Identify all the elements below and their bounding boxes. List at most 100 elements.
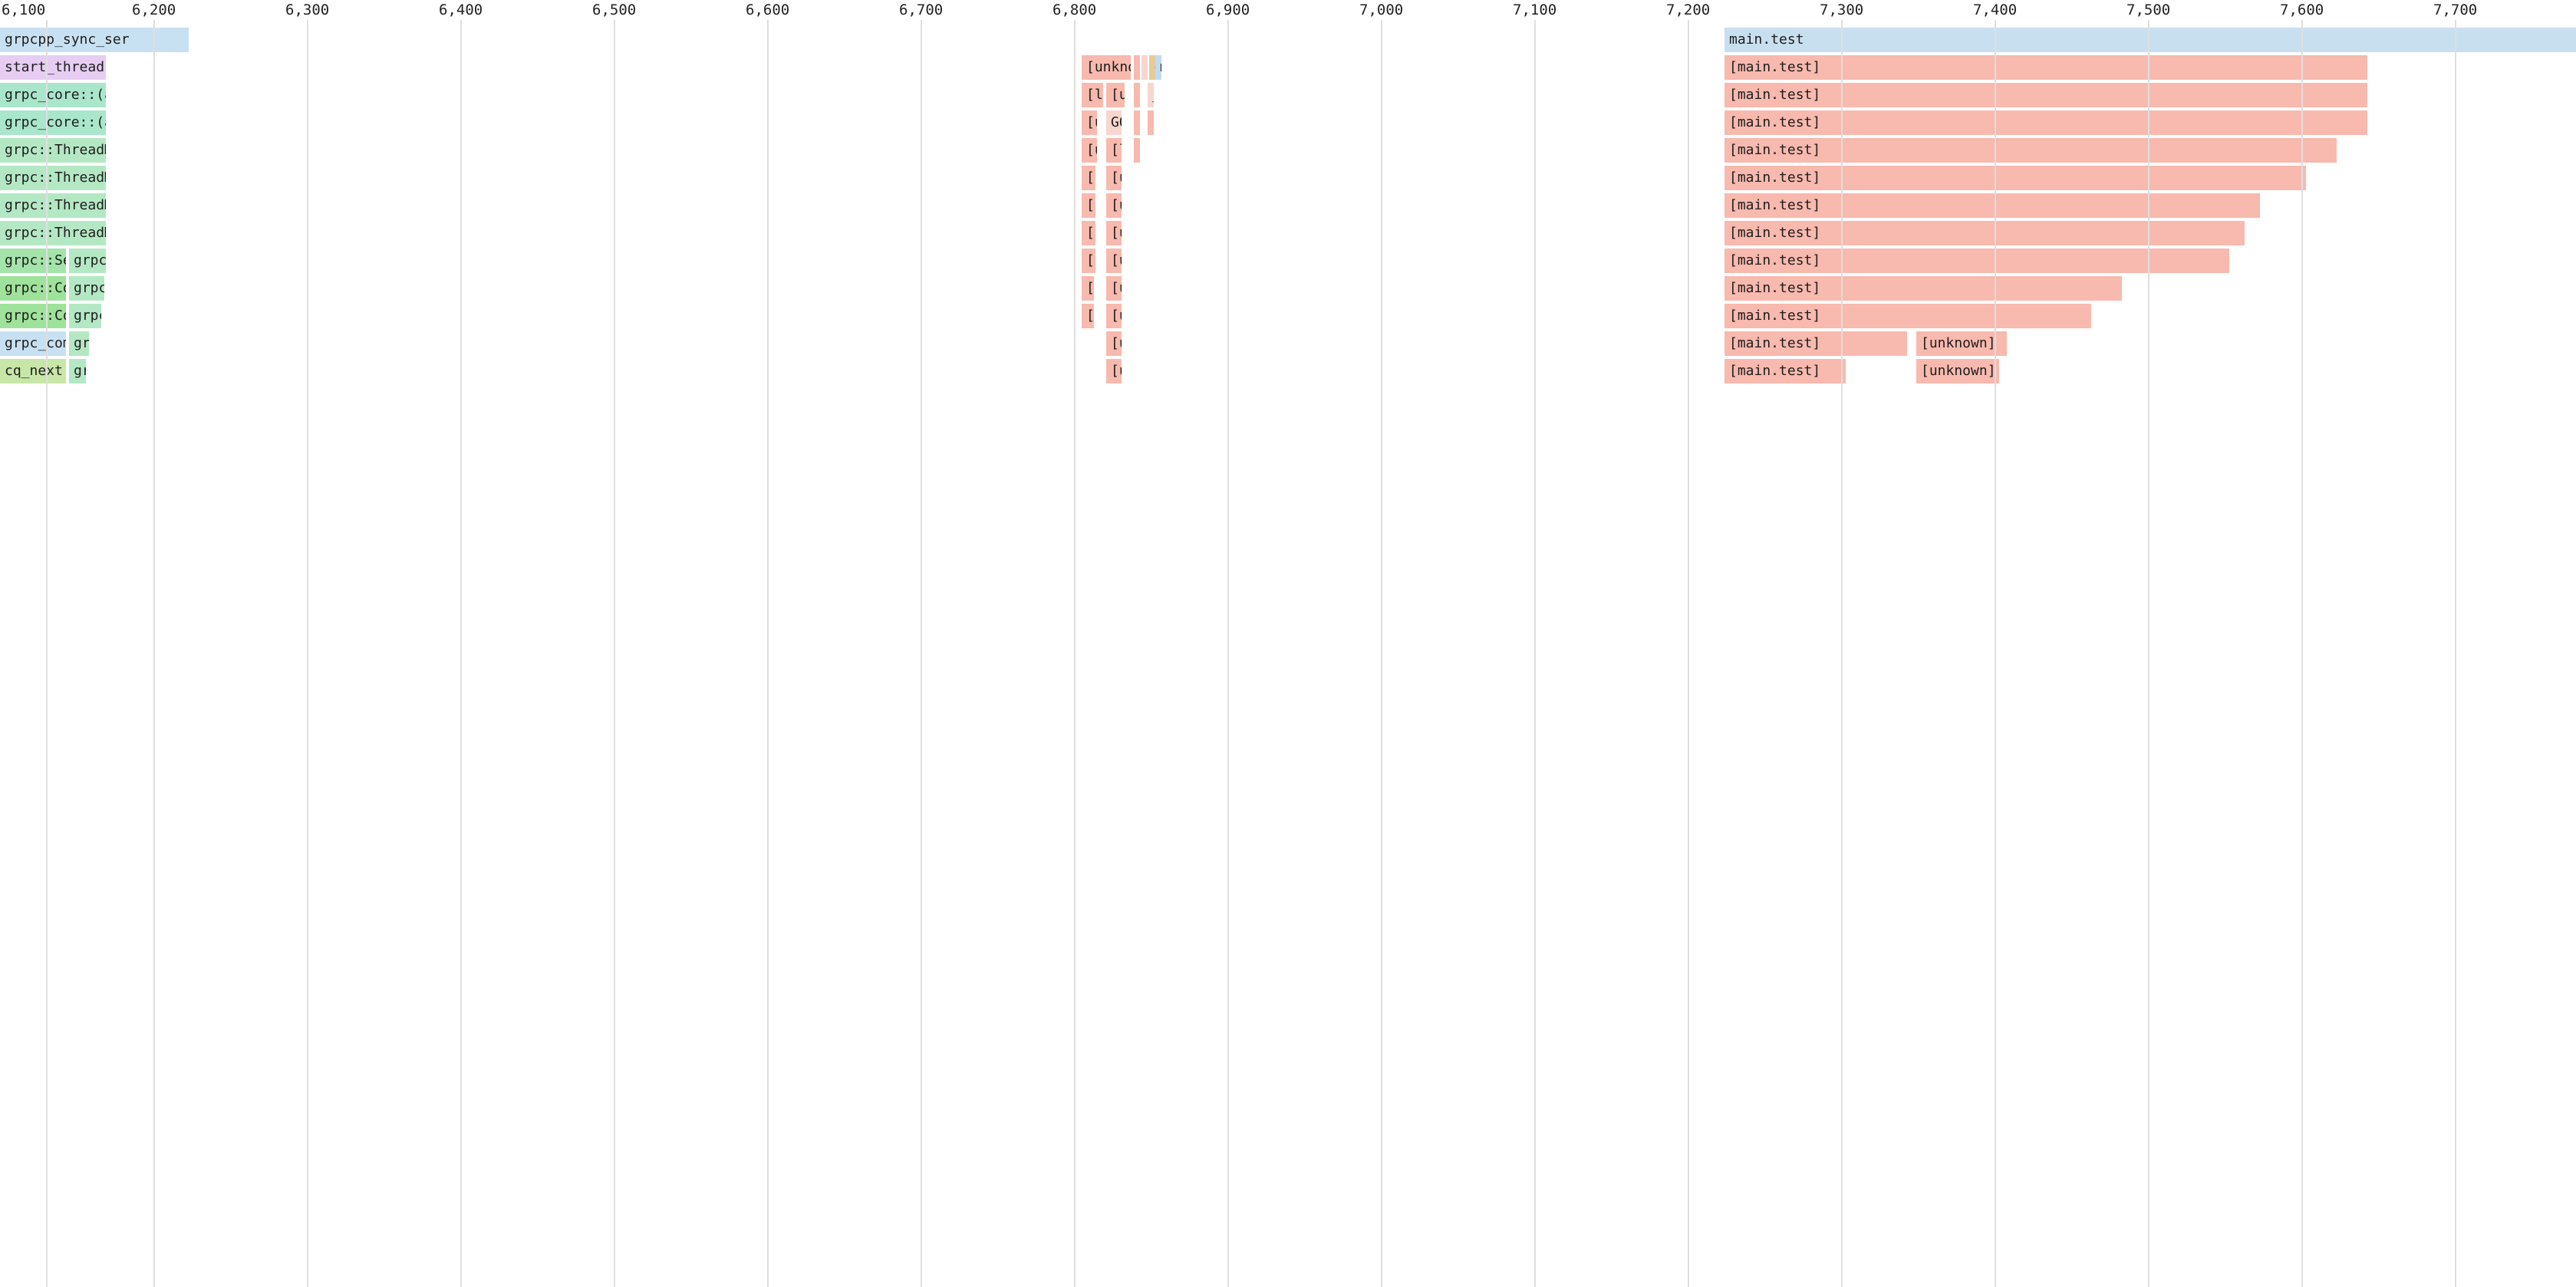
- flame-frame[interactable]: [main.test]: [1724, 221, 2246, 247]
- flame-frame[interactable]: [unknown]: [1082, 138, 1099, 164]
- flame-frame[interactable]: cq_next: [0, 359, 68, 385]
- axis-gridline: [1381, 20, 1382, 1287]
- flame-frame[interactable]: [lib…0.0: [1134, 55, 1141, 81]
- flame-frame[interactable]: grpc::inter…::RunHandle: [69, 331, 91, 357]
- flame-frame[interactable]: grpc::CompletionQueue::AsyncNextInternal: [0, 304, 68, 330]
- flame-frame[interactable]: start_thread: [0, 55, 107, 81]
- flame-frame[interactable]: […: [1134, 138, 1141, 164]
- flame-frame[interactable]: [main.test]: [1724, 331, 1909, 357]
- flame-frame-label: [unknown]: [1086, 308, 1095, 324]
- flame-frame[interactable]: [unknown]: [1106, 331, 1123, 357]
- flame-frame[interactable]: grpc::ThreadManager::WorkerThread::Worke…: [0, 166, 107, 192]
- flame-frame[interactable]: grpc_core::(anonymous namespace)::Thread…: [0, 110, 107, 137]
- flame-frame[interactable]: grpc::Server::SyncRequest::Run: [69, 276, 106, 302]
- flame-frame[interactable]: [unknown]: [1082, 166, 1097, 192]
- flame-frame-label: grpc::Server::SyncRequest::Run: [74, 280, 104, 296]
- flame-frame[interactable]: [unknown]: [1106, 193, 1123, 219]
- flame-frame-label: [main.test]: [1729, 87, 1821, 103]
- axis-tick-label: 6,200: [132, 2, 176, 18]
- axis-gridline: [1074, 20, 1076, 1287]
- flame-frame-label: [unknown]: [1111, 197, 1122, 213]
- flame-frame-label: [unknown]: [1111, 335, 1122, 351]
- flame-frame[interactable]: [unknown]: [1106, 359, 1123, 385]
- axis-tick-label: 7,300: [1820, 2, 1864, 18]
- flame-frame[interactable]: [unknown]: [1106, 221, 1123, 247]
- flame-frame[interactable]: [libgomp.so.1.0.0]: [1106, 138, 1123, 164]
- flame-frame[interactable]: [main.test]: [1724, 55, 2369, 81]
- flame-frame-label: [main.test]: [1729, 308, 1821, 324]
- flame-frame[interactable]: [li…so: [1141, 55, 1149, 81]
- flame-frame[interactable]: [unknown]: [1916, 359, 2001, 385]
- flame-frame-label: [unknown]: [1086, 280, 1095, 296]
- flame-frame-label: [unknown]: [1111, 87, 1126, 103]
- axis-tick-label: 6,400: [439, 2, 483, 18]
- flame-frame[interactable]: grpcpp_sync_ser: [0, 28, 190, 54]
- flame-frame[interactable]: [libgomp.so.1.0.0]: [1082, 83, 1105, 109]
- flame-frame[interactable]: [main.test]: [1724, 359, 1847, 385]
- flame-frame[interactable]: [unknown]: [1106, 249, 1123, 275]
- flame-frame[interactable]: [main.test]: [1724, 166, 2308, 192]
- flame-frame[interactable]: [unknown]: [1082, 221, 1097, 247]
- flame-frame[interactable]: [unknown]: [1082, 276, 1095, 302]
- flame-frame-label: [main.test]: [1729, 142, 1821, 158]
- flame-frame[interactable]: GOMP_parallel: [1106, 110, 1123, 137]
- flame-frame[interactable]: [unknown]: [1082, 304, 1095, 330]
- flame-frame[interactable]: grpc::ThreadManager::WorkerThread::Run: [0, 193, 107, 219]
- flame-frame-label: […: [1152, 114, 1154, 130]
- flame-frame[interactable]: main.test: [1724, 28, 2576, 54]
- flame-frame-label: grpc::ThreadManager::MainWorkLoop: [5, 225, 106, 241]
- axis-tick-label: 7,500: [2126, 2, 2171, 18]
- flame-frame[interactable]: grpc::Server::SyncRequ…stThreadManager::…: [69, 249, 107, 275]
- axis-tick-label: 6,100: [2, 2, 46, 18]
- flame-frame[interactable]: [unknown]: [1082, 249, 1097, 275]
- flame-frame[interactable]: [u…n: [1134, 110, 1141, 137]
- flame-frame[interactable]: [unknown]: [1106, 276, 1123, 302]
- flame-frame[interactable]: [unknown]: [1082, 110, 1099, 137]
- flame-frame-label: ma…o: [1160, 59, 1161, 75]
- flame-frame[interactable]: grpc::Server::SyncRequestThreadManager::…: [0, 249, 68, 275]
- flame-frame-label: [main.test]: [1729, 280, 1821, 296]
- flame-frame-label: grpc::Server::Sync…unAfterInterceptio: [74, 308, 101, 324]
- flame-frame[interactable]: [unknown]: [1082, 55, 1132, 81]
- axis-tick-label: 6,900: [1206, 2, 1250, 18]
- flame-frame[interactable]: [u…n: [1134, 83, 1141, 109]
- flame-frame[interactable]: _…im: [1148, 83, 1155, 109]
- flame-frame[interactable]: grpc_core::(anonymous namespace)::Thread…: [0, 83, 107, 109]
- flame-frame-label: [u…n: [1138, 114, 1140, 130]
- flame-frame-label: grpc::ThreadManager::WorkerThread::Run: [5, 197, 106, 213]
- flame-frame-label: [unknown]: [1086, 170, 1095, 186]
- axis-tick-label: 7,400: [1973, 2, 2018, 18]
- axis-tick-label: 6,800: [1052, 2, 1097, 18]
- flame-frame-label: [unknown]: [1086, 225, 1095, 241]
- flame-frame[interactable]: [main.test]: [1724, 304, 2093, 330]
- flame-frame-label: [main.test]: [1729, 114, 1821, 130]
- flame-frame[interactable]: ma…o: [1155, 55, 1163, 81]
- flame-frame[interactable]: grpc_completion_queue_next: [0, 331, 68, 357]
- flame-frame[interactable]: [unknown]: [1082, 193, 1097, 219]
- flame-frame[interactable]: grpc::ThreadManager::MainWorkLoop: [0, 221, 107, 247]
- flame-frame[interactable]: [main.test]: [1724, 249, 2231, 275]
- axis-gridline: [460, 20, 462, 1287]
- flame-frame-label: grpc_core::(anonymous namespace)::Thread…: [5, 87, 106, 103]
- flame-frame-label: [main.test]: [1729, 252, 1821, 268]
- flame-frame-label: grpc_core::(anonymous namespace)::Thread…: [5, 114, 106, 130]
- flame-frame-label: [main.test]: [1729, 197, 1821, 213]
- flame-frame[interactable]: [unknown]: [1106, 83, 1126, 109]
- flame-frame[interactable]: [main.test]: [1724, 276, 2123, 302]
- flame-frame[interactable]: grpc::inter…essageLite: [69, 359, 87, 385]
- flame-frame[interactable]: [unknown]: [1106, 304, 1123, 330]
- flame-frame[interactable]: grpc::CompletionQueue::AsyncNext<gpr_tim…: [0, 276, 68, 302]
- flame-frame[interactable]: […: [1148, 110, 1155, 137]
- flame-frame[interactable]: [main.test]: [1724, 138, 2338, 164]
- flame-frame-label: grpc::Server::SyncRequestThreadManager::…: [5, 252, 66, 268]
- flame-frame-label: start_thread: [5, 59, 105, 75]
- flame-frame[interactable]: [main.test]: [1724, 83, 2369, 109]
- flame-frame[interactable]: [unknown]: [1106, 166, 1123, 192]
- flame-frame-label: [unknown]: [1111, 170, 1122, 186]
- flame-frame[interactable]: grpc::Server::Sync…unAfterInterceptio: [69, 304, 103, 330]
- flame-frame-label: [main.test]: [1729, 335, 1821, 351]
- flame-frame[interactable]: [main.test]: [1724, 193, 2261, 219]
- flame-frame[interactable]: [main.test]: [1724, 110, 2369, 137]
- flame-frame[interactable]: grpc::ThreadManager::WorkerThread::Worke…: [0, 138, 107, 164]
